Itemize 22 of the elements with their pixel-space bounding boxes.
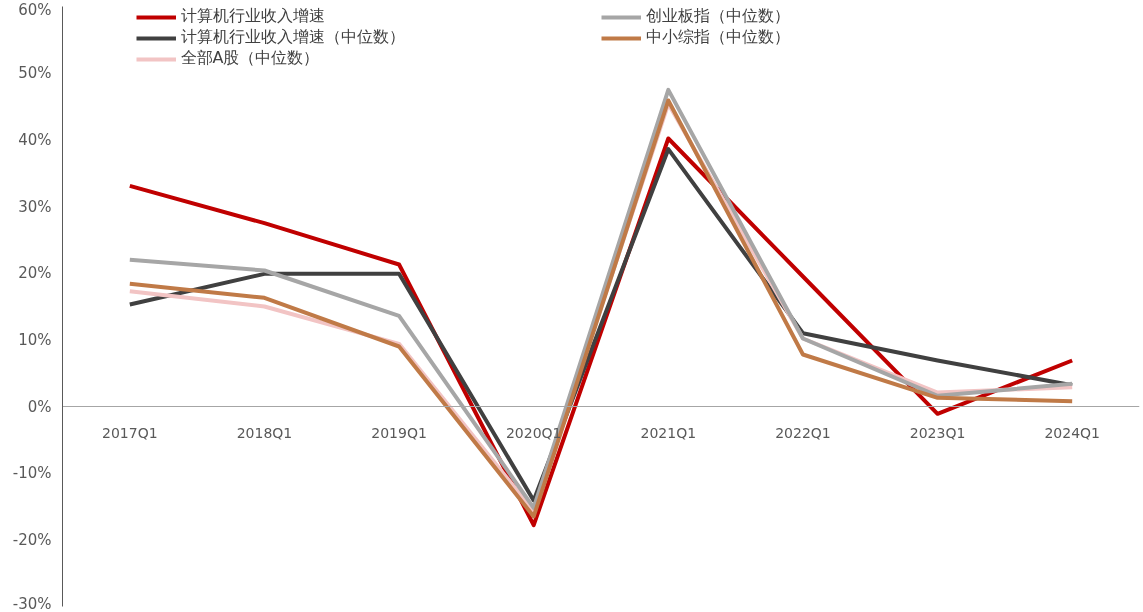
y-tick-label: -10%	[12, 464, 52, 483]
x-tick-label: 2017Q1	[102, 424, 158, 441]
legend-label: 计算机行业收入增速	[180, 6, 326, 27]
y-tick-label: 30%	[18, 197, 52, 216]
y-tick-label: 50%	[18, 64, 52, 83]
y-tick-label: 0%	[27, 397, 52, 416]
x-tick-label: 2023Q1	[909, 424, 966, 441]
legend-label: 中小综指（中位数）	[645, 27, 791, 48]
x-tick-label: 2019Q1	[371, 424, 427, 441]
x-tick-label: 2018Q1	[236, 424, 293, 441]
y-tick-label: 10%	[18, 330, 52, 349]
x-tick-label: 2024Q1	[1044, 424, 1100, 441]
y-tick-label: 40%	[18, 130, 52, 149]
x-tick-label: 2021Q1	[640, 424, 697, 441]
legend-label: 创业板指（中位数）	[645, 6, 791, 27]
y-tick-label: 60%	[18, 0, 52, 19]
y-tick-label: -20%	[12, 530, 52, 549]
legend-label: 计算机行业收入增速（中位数）	[180, 27, 406, 48]
x-tick-label: 2022Q1	[775, 424, 831, 441]
y-tick-label: -30%	[12, 594, 52, 612]
y-tick-label: 20%	[18, 264, 52, 283]
legend-label: 全部A股（中位数）	[180, 48, 321, 69]
